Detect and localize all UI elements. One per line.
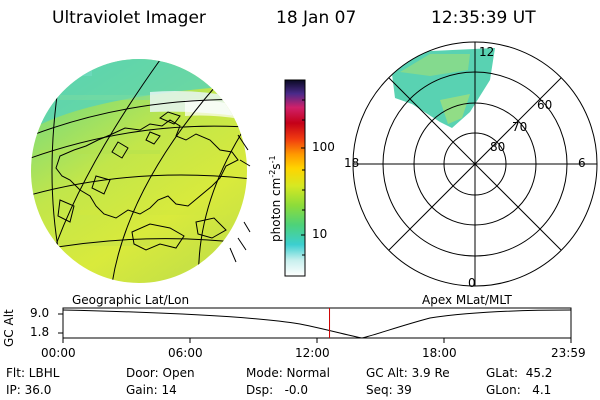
gc-alt-axis-label: GC Alt <box>2 309 16 347</box>
x-tick-2359: 23:59 <box>551 346 586 360</box>
x-tick-0000: 00:00 <box>41 346 76 360</box>
instrument-title: Ultraviolet Imager <box>52 8 206 28</box>
polar-plot <box>352 41 598 287</box>
x-tick-1800: 18:00 <box>422 346 457 360</box>
polar-mlt-18: 18 <box>344 156 360 170</box>
polar-mlt-6: 6 <box>578 156 586 170</box>
info-seq: Seq: 39 <box>366 383 412 397</box>
info-glon: GLon: 4.1 <box>486 383 552 397</box>
colorbar-tick-100: 100 <box>312 140 335 154</box>
info-gc-alt: GC Alt: 3.9 Re <box>366 366 450 380</box>
info-ip: IP: 36.0 <box>6 383 52 397</box>
earth-image <box>31 59 251 283</box>
time-label: 12:35:39 UT <box>431 8 536 28</box>
info-mode: Mode: Normal <box>246 366 330 380</box>
colorbar-unit-label: photon cm-2s-1 <box>268 155 283 242</box>
info-dsp: Dsp: -0.0 <box>246 383 309 397</box>
info-gain: Gain: 14 <box>126 383 177 397</box>
info-glat: GLat: 45.2 <box>486 366 553 380</box>
date-label: 18 Jan 07 <box>276 8 357 28</box>
info-filter: Flt: LBHL <box>6 366 60 380</box>
info-door: Door: Open <box>126 366 195 380</box>
colorbar-tick-10: 10 <box>312 227 328 241</box>
gc-alt-tick-bottom: 1.8 <box>30 325 50 339</box>
geographic-label: Geographic Lat/Lon <box>72 293 190 307</box>
x-tick-0600: 06:00 <box>168 346 203 360</box>
polar-lat-70: 70 <box>512 120 528 134</box>
apex-label: Apex MLat/MLT <box>422 293 512 307</box>
altitude-plot <box>58 307 572 343</box>
polar-lat-60: 60 <box>537 98 553 112</box>
polar-lat-80: 80 <box>490 140 506 154</box>
polar-mlt-12: 12 <box>479 45 495 59</box>
x-tick-1200: 12:00 <box>295 346 330 360</box>
gc-alt-tick-top: 9.0 <box>30 306 50 320</box>
colorbar <box>284 79 306 277</box>
polar-mlt-0: 0 <box>468 276 476 290</box>
